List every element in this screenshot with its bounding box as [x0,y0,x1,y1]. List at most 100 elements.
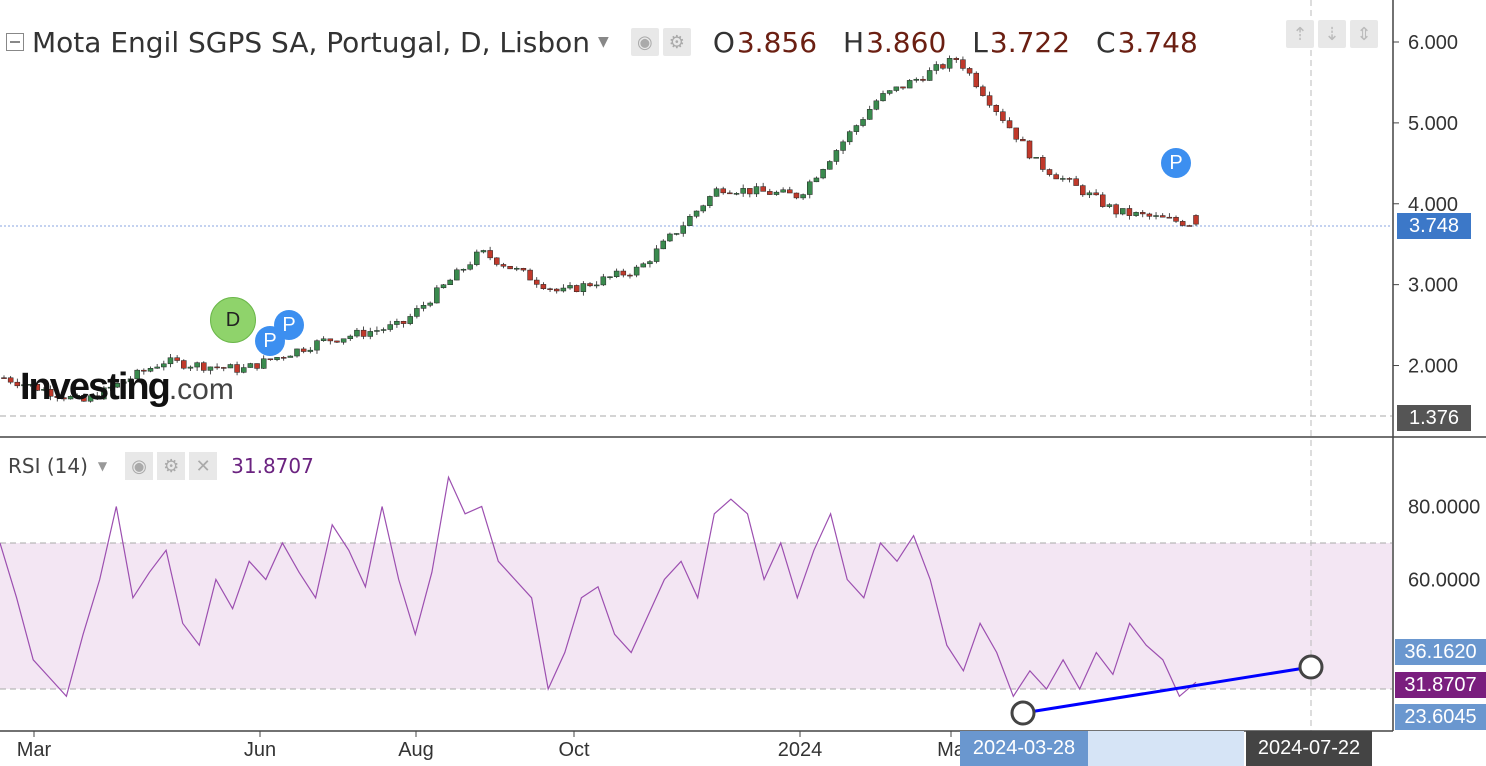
candle-body [1040,157,1046,170]
arrow-up-icon[interactable]: ⇡ [1286,20,1314,48]
candle-body [673,233,680,235]
candle-body [533,279,540,285]
rsi-name[interactable]: RSI (14) [8,454,88,478]
candle-body [134,369,140,380]
candle-body [61,397,67,400]
logo-main: Investing [20,366,171,408]
candle-body [247,363,254,368]
candle-body [221,367,227,369]
candle-body [374,330,380,332]
candle-body [307,349,314,352]
candle-body [860,119,866,126]
high-label: H [843,25,865,59]
low-label: L [972,25,988,59]
eye-icon[interactable]: ◉ [125,452,154,480]
collapse-icon[interactable] [6,33,24,51]
rsi-trendline[interactable] [1022,665,1312,715]
candle-body [1119,208,1126,215]
chevron-down-icon[interactable]: ▼ [97,459,108,473]
candle-body [440,284,447,289]
candle-body [740,188,746,194]
eye-icon[interactable]: ◉ [630,28,659,56]
candle-body [800,194,806,199]
arrow-down-icon[interactable]: ⇣ [1318,20,1346,48]
candle-body [920,78,926,81]
candle-body [767,191,773,195]
p-marker-2[interactable]: P [274,310,304,340]
time-tick-label: Jun [244,739,276,761]
candle-body [1013,127,1019,140]
candle-body [1080,185,1086,196]
candle-body [1,377,7,379]
candle-body [807,181,813,195]
dividend-marker[interactable]: D [210,297,256,343]
candle-body [1033,157,1039,159]
candle-body [287,355,294,358]
candle-body [593,284,600,287]
candle-body [394,320,400,325]
candle-body [1146,213,1153,217]
candle-body [540,284,547,289]
close-icon[interactable]: ✕ [189,452,218,480]
candle-body [1006,120,1013,129]
candle-body [693,210,700,217]
candle-body [833,150,840,162]
candle-body [1193,215,1199,225]
candle-body [520,267,527,271]
candle-body [713,188,720,197]
candle-body [647,261,653,265]
candle-body [567,285,573,289]
candle-body [893,86,900,91]
candle-body [966,68,973,74]
candle-body [174,357,180,361]
gear-icon[interactable]: ⚙ [662,28,691,56]
rsi-trend-start-tag: 23.6045 [1395,704,1486,730]
candle-body [207,366,214,371]
candle-body [547,288,553,290]
p-marker-3[interactable]: P [1161,148,1191,178]
candle-body [1093,192,1099,196]
gear-icon[interactable]: ⚙ [157,452,186,480]
candle-body [1046,169,1053,175]
time-tick-label: Mar [17,739,52,761]
candle-body [340,338,347,343]
candle-body [294,348,300,357]
candle-body [81,395,87,402]
p-marker-1[interactable]: P [255,326,285,356]
candle-body [1066,178,1073,180]
price-tick-label: 4.000 [1408,194,1458,216]
candle-body [993,105,999,112]
last-price-tag: 3.748 [1397,213,1471,239]
chevron-down-icon[interactable]: ▼ [598,34,609,50]
candle-body [314,340,320,351]
candle-body [201,362,207,371]
trendline-end-handle[interactable] [1298,654,1324,680]
candle-body [387,324,393,330]
candle-body [687,216,693,226]
candle-body [573,285,580,292]
candle-body [607,276,613,278]
candle-body [101,387,107,400]
candle-body [494,257,500,265]
candle-body [187,366,194,369]
candle-body [181,360,187,369]
candle-body [320,338,327,341]
candle-body [866,109,873,120]
candle-body [67,396,74,400]
trendline-start-handle[interactable] [1010,700,1036,726]
candle-body [680,225,686,234]
candle-body [906,80,913,89]
candle-body [627,274,633,277]
candle-body [787,189,793,194]
arrow-updown-icon[interactable]: ⇕ [1350,20,1378,48]
candle-body [400,320,407,324]
candle-body [27,384,34,386]
candle-body [47,389,54,397]
candle-body [360,329,367,337]
candle-body [474,251,480,265]
rsi-current-tag: 31.8707 [1395,672,1486,698]
candle-body [94,395,100,400]
chart-title[interactable]: Mota Engil SGPS SA, Portugal, D, Lisbon [32,25,591,59]
candle-body [613,270,620,277]
